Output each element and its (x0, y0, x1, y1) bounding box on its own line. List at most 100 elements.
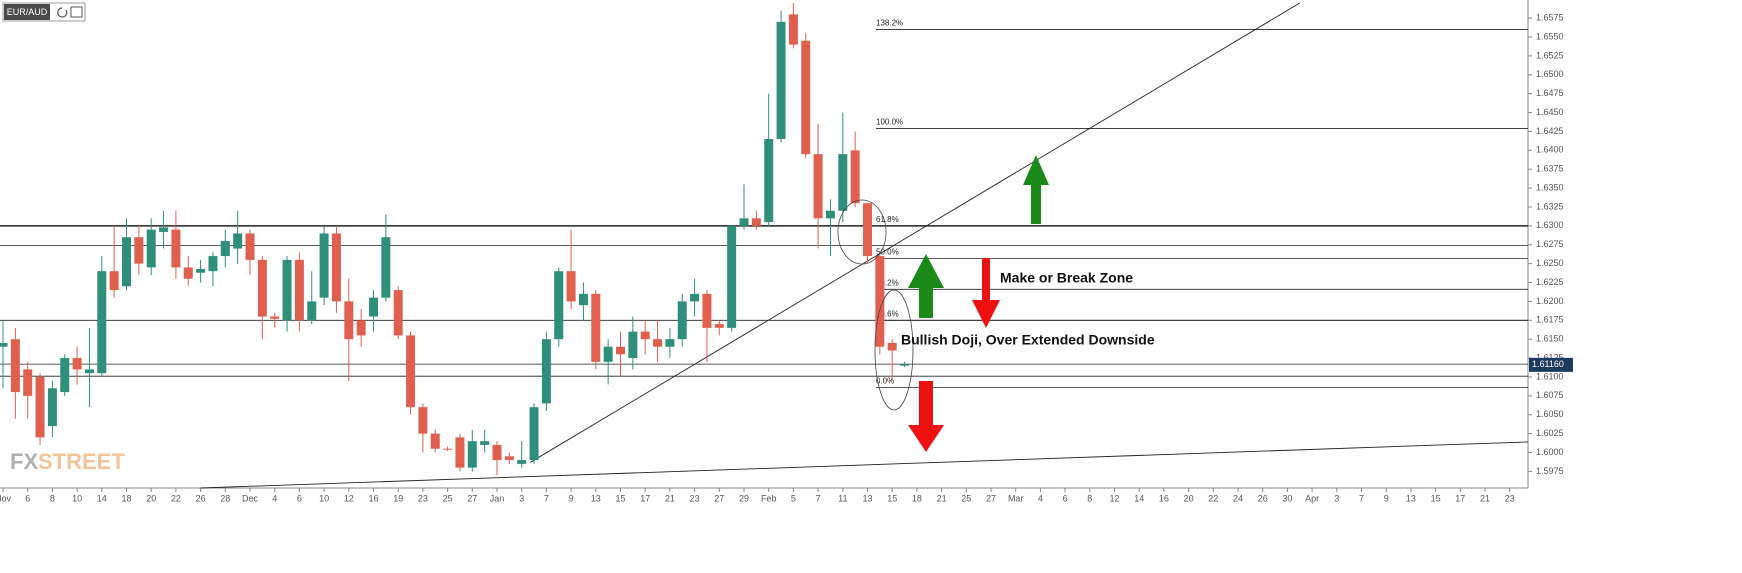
y-tick-label: 1.6125 (1536, 352, 1564, 362)
x-tick-label: 15 (1431, 493, 1441, 503)
candle-body (504, 456, 514, 461)
x-tick-label: 10 (319, 493, 329, 503)
x-tick-label: 5 (791, 493, 796, 503)
candle-body (171, 229, 181, 268)
x-tick-label: 23 (1505, 493, 1515, 503)
x-tick-label: 12 (344, 493, 354, 503)
candle-body (307, 301, 317, 321)
candle-body (776, 21, 786, 139)
candle-body (566, 271, 576, 302)
candle-body (134, 237, 144, 264)
candle-body (183, 267, 193, 279)
candle-body (529, 407, 539, 461)
fib-label: 100.0% (876, 118, 903, 127)
candle-body (603, 346, 613, 362)
y-tick-label: 1.6225 (1536, 277, 1564, 287)
x-tick-label: 14 (1134, 493, 1144, 503)
refresh-icon[interactable] (57, 7, 68, 18)
x-tick-label: 26 (196, 493, 206, 503)
y-tick-label: 1.6150 (1536, 334, 1564, 344)
candle-body (443, 448, 453, 450)
candle-body (850, 150, 860, 204)
x-tick-label: 28 (220, 493, 230, 503)
candle-body (159, 227, 169, 232)
candle-body (480, 441, 490, 445)
x-tick-label: 10 (72, 493, 82, 503)
y-tick-label: 1.6550 (1536, 31, 1564, 41)
fib-label: 61.8% (876, 215, 899, 224)
x-tick-label: 15 (887, 493, 897, 503)
x-tick-label: Dec (242, 493, 259, 503)
candle-body (233, 233, 243, 249)
x-tick-label: 7 (816, 493, 821, 503)
x-tick-label: 22 (171, 493, 181, 503)
x-tick-label: 7 (1359, 493, 1364, 503)
x-tick-label: 9 (569, 493, 574, 503)
x-tick-label: 18 (121, 493, 131, 503)
arrow-down (972, 258, 1000, 328)
candle-body (344, 301, 354, 340)
candle-body (393, 290, 403, 336)
y-tick-label: 1.6450 (1536, 107, 1564, 117)
candle-body (838, 154, 848, 211)
candle-body (702, 293, 712, 328)
y-tick-label: 1.6050 (1536, 409, 1564, 419)
y-tick-label: 1.5975 (1536, 466, 1564, 476)
annotation: Bullish Doji, Over Extended Downside (901, 332, 1155, 348)
x-tick-label: 14 (97, 493, 107, 503)
candle-body (35, 376, 45, 438)
x-tick-label: 20 (146, 493, 156, 503)
trendline (530, 2, 1300, 463)
candle-body (220, 240, 230, 257)
candle-body (578, 293, 588, 306)
candle-body (825, 210, 835, 219)
candle-body (801, 40, 811, 155)
last-price-box (1529, 357, 1573, 372)
y-tick-label: 1.6400 (1536, 145, 1564, 155)
candle-body (764, 138, 774, 223)
candle-body (208, 256, 218, 272)
candle-body (109, 271, 119, 291)
candle-body (97, 271, 107, 374)
candle-body (122, 237, 131, 287)
x-tick-label: 6 (1063, 493, 1068, 503)
candle-body (863, 203, 872, 257)
x-tick-label: 21 (665, 493, 675, 503)
arrow-up (1023, 155, 1049, 224)
x-tick-label: 21 (1480, 493, 1490, 503)
candle-body (875, 256, 885, 347)
y-tick-label: 1.6000 (1536, 447, 1564, 457)
fib-label: 38.2% (876, 278, 899, 287)
candle-body (751, 218, 761, 226)
x-tick-label: 26 (1258, 493, 1268, 503)
x-tick-label: 13 (591, 493, 601, 503)
x-tick-label: 13 (1406, 493, 1416, 503)
candle-body (467, 441, 477, 468)
fib-label: 23.6% (876, 309, 899, 318)
candle-body (653, 339, 663, 347)
x-tick-label: 17 (640, 493, 650, 503)
candle-body (887, 342, 897, 351)
symbol: EUR/AUD (7, 7, 48, 17)
x-tick-label: 23 (418, 493, 428, 503)
candle-body (47, 388, 57, 427)
x-tick-label: 24 (1233, 493, 1243, 503)
y-tick-label: 1.6350 (1536, 182, 1564, 192)
settings-icon[interactable] (70, 6, 83, 18)
candle-body (554, 271, 564, 340)
x-tick-label: 16 (1159, 493, 1169, 503)
x-tick-label: 27 (986, 493, 996, 503)
arrows (908, 155, 1049, 452)
candle-body (430, 433, 440, 449)
candle-body (788, 14, 798, 45)
y-tick-label: 1.6375 (1536, 164, 1564, 174)
candle-body (60, 358, 70, 393)
annotation: Make or Break Zone (1000, 270, 1133, 286)
x-tick-label: 6 (297, 493, 302, 503)
candle-body (196, 268, 206, 273)
x-tick-label: 4 (1038, 493, 1043, 503)
candle-body (0, 342, 8, 347)
y-tick-label: 1.6475 (1536, 88, 1564, 98)
candle-body (282, 259, 292, 321)
x-tick-label: 22 (1208, 493, 1218, 503)
